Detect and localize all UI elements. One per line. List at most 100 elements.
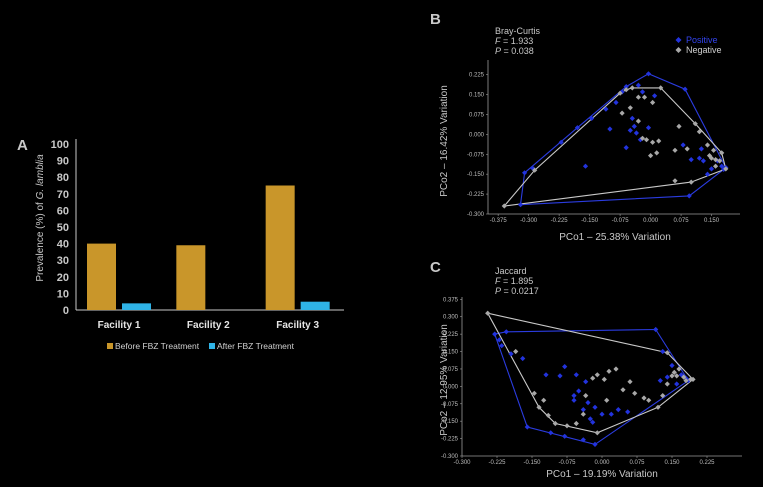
panel-c-point-positive-5: [508, 351, 514, 357]
panel-c-x-tick-0.000: 0.000: [594, 460, 610, 466]
panel-c-point-negative-18: [632, 390, 638, 396]
panel-c-point-negative-26: [674, 373, 680, 379]
panel-b-point-negative-22: [704, 142, 711, 148]
panel-b-point-positive-23: [682, 86, 688, 92]
panel-b-point-negative-9: [658, 85, 664, 91]
panel-c-point-negative-15: [606, 368, 612, 374]
panel-c-y-tick--0.150: -0.150: [441, 419, 459, 425]
panel-c-point-negative-24: [671, 369, 677, 375]
panel-c: C Jaccard F = 1.895 P = 0.0217 -0.300 -0.…: [430, 259, 742, 480]
panel-c-point-positive-25: [548, 430, 554, 436]
panel-b-point-negative-32: [672, 178, 678, 184]
panel-b-point-negative-31: [688, 179, 694, 185]
panel-c-point-positive-34: [664, 374, 670, 380]
panel-b-point-negative-4: [623, 87, 629, 93]
panel-b-point-negative-21: [696, 129, 702, 135]
panel-c-point-negative-14: [601, 376, 607, 382]
panel-c-point-positive-6: [520, 355, 526, 362]
panel-b-point-negative-14: [643, 137, 650, 143]
panel-c-point-positive-13: [580, 407, 586, 413]
panel-c-point-negative-27: [681, 374, 687, 380]
panel-b-point-negative-17: [672, 147, 678, 153]
panel-c-point-negative-20: [655, 404, 661, 410]
panel-c-point-negative-34: [604, 397, 610, 403]
panel-c-x-tick-0.075: 0.075: [629, 460, 645, 466]
panel-a-legend: Before FBZ Treatment After FBZ Treatment: [107, 341, 295, 351]
panel-b-f-stat: F = 1.933: [495, 36, 533, 46]
panel-b-point-positive-21: [582, 163, 589, 169]
panel-c-point-negative-23: [669, 373, 675, 379]
panel-c-point-positive-12: [571, 397, 577, 403]
panel-c-y-tick--0.225: -0.225: [441, 437, 459, 443]
panel-b-hull-negative: [502, 87, 727, 207]
panel-c-hull-positive: [493, 328, 690, 445]
panel-c-point-positive-14: [585, 400, 591, 406]
panel-c-point-negative-19: [641, 395, 647, 401]
bar-before-2: [176, 245, 206, 310]
panel-b-point-positive-27: [700, 158, 706, 164]
panel-c-point-negative-12: [590, 375, 596, 381]
panel-c-point-negative-9: [573, 420, 579, 427]
legend-negative-label: Negative: [686, 45, 722, 55]
panel-b-point-negative-13: [639, 135, 646, 141]
panel-c-point-negative-13: [594, 372, 600, 378]
panel-c-y-tick-0.225: 0.225: [443, 332, 459, 338]
panel-a-y-tick-70: 70: [57, 189, 69, 201]
panel-b-point-positive-36: [645, 125, 652, 131]
panel-b-y-tick--0.150: -0.150: [467, 172, 485, 178]
panel-a-y-tick-90: 90: [57, 156, 69, 168]
legend-before-label: Before FBZ Treatment: [115, 341, 200, 351]
panel-c-p-stat: P = 0.0217: [495, 286, 539, 296]
panel-c-point-negative-10: [580, 411, 586, 417]
panel-b-y-tick--0.225: -0.225: [467, 192, 485, 198]
panel-a-y-tick-0: 0: [63, 305, 69, 317]
panel-b-point-negative-26: [713, 157, 719, 163]
panel-c-y-tick-0.300: 0.300: [443, 315, 459, 321]
panel-c-letter: C: [430, 259, 441, 276]
bar-after-3: [300, 301, 330, 310]
panel-b-point-positive-35: [517, 202, 524, 208]
panel-b-y-tick--0.075: -0.075: [467, 152, 485, 158]
panel-b-point-positive-19: [607, 126, 613, 132]
panel-c-point-positive-29: [669, 362, 675, 369]
panel-b-point-positive-20: [623, 145, 629, 151]
panel-c-point-positive-37: [571, 393, 577, 399]
panel-c-x-tick--0.300: -0.300: [453, 460, 471, 466]
panel-b-point-positive-22: [680, 142, 686, 148]
panel-c-point-positive-28: [660, 348, 666, 355]
panel-b-point-negative-16: [656, 138, 662, 144]
panel-b-point-negative-20: [692, 121, 698, 127]
panel-b-point-negative-28: [719, 150, 725, 156]
panel-c-point-negative-28: [683, 378, 689, 384]
panel-b-point-positive-16: [633, 130, 639, 136]
panel-c-point-positive-16: [592, 404, 598, 410]
panel-b-point-negative-12: [635, 118, 641, 124]
panel-c-point-negative-6: [545, 412, 551, 418]
panel-b-y-axis-label: PCo2 – 16.42% Variation: [439, 85, 450, 197]
panel-b-x-tick--0.150: -0.150: [581, 218, 599, 224]
panel-c-hull-negative: [486, 312, 694, 434]
bar-after-1: [122, 303, 151, 310]
panel-c-point-positive-7: [543, 372, 549, 378]
legend-after-swatch: [209, 343, 215, 349]
panel-b-point-positive-26: [698, 146, 704, 152]
panel-b-point-positive-11: [639, 89, 646, 95]
panel-b-metric: Bray-Curtis: [495, 26, 541, 36]
panel-c-point-positive-26: [562, 433, 568, 439]
panel-a-y-tick-20: 20: [57, 272, 69, 284]
panel-c-point-positive-36: [557, 373, 563, 379]
panel-b-x-tick--0.375: -0.375: [490, 218, 508, 224]
panel-a-y-tick-60: 60: [57, 205, 69, 217]
panel-c-point-negative-22: [664, 381, 670, 387]
panel-b-x-tick-0.150: 0.150: [704, 218, 720, 224]
panel-c-point-negative-30: [690, 376, 696, 382]
panel-c-x-tick-0.225: 0.225: [699, 460, 715, 466]
panel-b-p-stat: P = 0.038: [495, 46, 534, 56]
panel-c-point-positive-35: [657, 378, 663, 384]
panel-b-point-positive-7: [613, 99, 619, 106]
panel-b-point-negative-3: [617, 90, 623, 96]
panel-c-point-positive-19: [615, 407, 621, 413]
panel-b-point-negative-18: [676, 123, 682, 129]
panel-c-point-negative-7: [552, 420, 558, 427]
panel-c-point-positive-1: [492, 331, 498, 337]
